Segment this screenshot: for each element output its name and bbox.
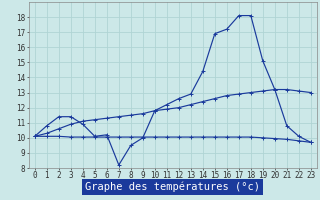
X-axis label: Graphe des températures (°c): Graphe des températures (°c) [85, 182, 260, 192]
